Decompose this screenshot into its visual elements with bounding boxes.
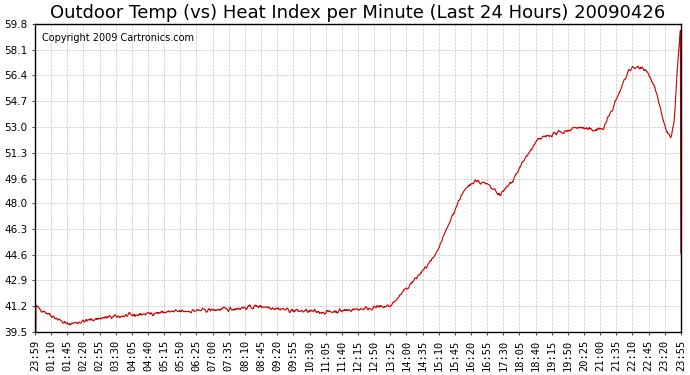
Title: Outdoor Temp (vs) Heat Index per Minute (Last 24 Hours) 20090426: Outdoor Temp (vs) Heat Index per Minute … (50, 4, 666, 22)
Text: Copyright 2009 Cartronics.com: Copyright 2009 Cartronics.com (41, 33, 193, 43)
